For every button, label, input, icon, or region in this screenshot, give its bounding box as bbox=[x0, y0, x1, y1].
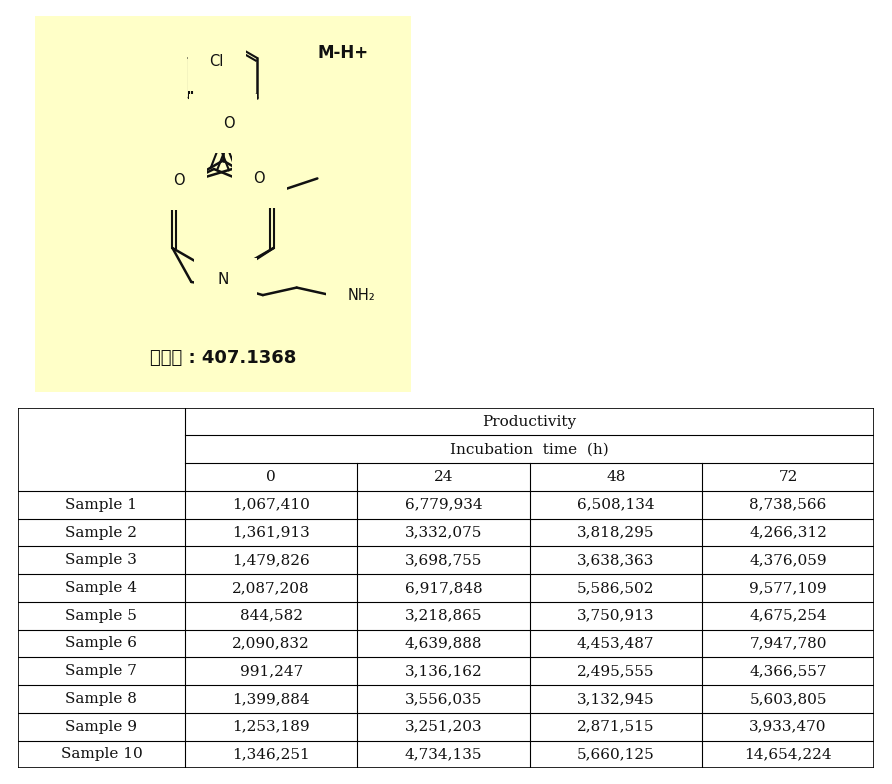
Text: 1,361,913: 1,361,913 bbox=[232, 525, 310, 539]
Text: 3,750,913: 3,750,913 bbox=[577, 608, 655, 622]
Text: 24: 24 bbox=[434, 470, 453, 484]
Text: 2,495,555: 2,495,555 bbox=[577, 664, 655, 678]
Text: 8,738,566: 8,738,566 bbox=[749, 498, 827, 512]
Text: 991,247: 991,247 bbox=[240, 664, 302, 678]
Text: Incubation  time  (h): Incubation time (h) bbox=[450, 442, 609, 456]
Text: 4,675,254: 4,675,254 bbox=[749, 608, 827, 622]
Text: 9,577,109: 9,577,109 bbox=[749, 581, 827, 595]
Text: O: O bbox=[253, 171, 265, 186]
Text: Sample 9: Sample 9 bbox=[65, 720, 137, 734]
Text: 2,871,515: 2,871,515 bbox=[577, 720, 655, 734]
Text: 6,508,134: 6,508,134 bbox=[577, 498, 655, 512]
Text: 6,779,934: 6,779,934 bbox=[405, 498, 483, 512]
Text: M-H+: M-H+ bbox=[318, 45, 369, 62]
Text: 5,660,125: 5,660,125 bbox=[577, 747, 655, 761]
Text: 3,132,945: 3,132,945 bbox=[577, 692, 655, 706]
Text: 2,087,208: 2,087,208 bbox=[232, 581, 310, 595]
Text: Sample 2: Sample 2 bbox=[65, 525, 137, 539]
Text: Sample 8: Sample 8 bbox=[65, 692, 137, 706]
Text: 3,638,363: 3,638,363 bbox=[577, 554, 655, 568]
Text: 3,136,162: 3,136,162 bbox=[405, 664, 483, 678]
Text: 844,582: 844,582 bbox=[240, 608, 302, 622]
Text: 4,453,487: 4,453,487 bbox=[577, 637, 655, 651]
Text: O: O bbox=[211, 116, 223, 132]
Text: 3,332,075: 3,332,075 bbox=[405, 525, 482, 539]
Text: Sample 3: Sample 3 bbox=[65, 554, 137, 568]
Text: Sample 7: Sample 7 bbox=[65, 664, 137, 678]
Text: 1,399,884: 1,399,884 bbox=[232, 692, 310, 706]
Text: 4,639,888: 4,639,888 bbox=[405, 637, 483, 651]
Text: Cl: Cl bbox=[210, 54, 224, 69]
Text: 6,917,848: 6,917,848 bbox=[405, 581, 483, 595]
Text: 4,266,312: 4,266,312 bbox=[749, 525, 827, 539]
Text: 5,603,805: 5,603,805 bbox=[749, 692, 827, 706]
Text: Sample 4: Sample 4 bbox=[65, 581, 137, 595]
Text: Sample 5: Sample 5 bbox=[65, 608, 137, 622]
Text: Productivity: Productivity bbox=[483, 415, 576, 429]
Text: Sample 10: Sample 10 bbox=[61, 747, 143, 761]
Text: 3,218,865: 3,218,865 bbox=[405, 608, 483, 622]
Text: 4,734,135: 4,734,135 bbox=[405, 747, 483, 761]
Text: O: O bbox=[173, 172, 185, 188]
Text: 14,654,224: 14,654,224 bbox=[744, 747, 832, 761]
Text: O: O bbox=[223, 116, 235, 132]
Text: 이론치 : 407.1368: 이론치 : 407.1368 bbox=[150, 349, 296, 367]
Text: Sample 6: Sample 6 bbox=[65, 637, 137, 651]
Text: N: N bbox=[218, 271, 228, 287]
Text: 3,933,470: 3,933,470 bbox=[749, 720, 827, 734]
Text: 48: 48 bbox=[606, 470, 625, 484]
Text: 72: 72 bbox=[779, 470, 797, 484]
Text: 0: 0 bbox=[266, 470, 276, 484]
Text: Sample 1: Sample 1 bbox=[65, 498, 137, 512]
Text: O: O bbox=[223, 280, 235, 295]
Text: 5,586,502: 5,586,502 bbox=[577, 581, 655, 595]
Text: 4,376,059: 4,376,059 bbox=[749, 554, 827, 568]
Text: 1,253,189: 1,253,189 bbox=[232, 720, 310, 734]
Text: 1,479,826: 1,479,826 bbox=[232, 554, 310, 568]
Text: NH₂: NH₂ bbox=[348, 288, 376, 303]
Text: 1,346,251: 1,346,251 bbox=[232, 747, 310, 761]
Text: 3,698,755: 3,698,755 bbox=[405, 554, 482, 568]
Text: 3,251,203: 3,251,203 bbox=[405, 720, 483, 734]
Text: 7,947,780: 7,947,780 bbox=[749, 637, 827, 651]
Text: 3,556,035: 3,556,035 bbox=[405, 692, 482, 706]
Text: 2,090,832: 2,090,832 bbox=[232, 637, 310, 651]
FancyBboxPatch shape bbox=[29, 10, 417, 397]
Text: 3,818,295: 3,818,295 bbox=[577, 525, 655, 539]
Text: 1,067,410: 1,067,410 bbox=[232, 498, 310, 512]
Text: 4,366,557: 4,366,557 bbox=[749, 664, 827, 678]
